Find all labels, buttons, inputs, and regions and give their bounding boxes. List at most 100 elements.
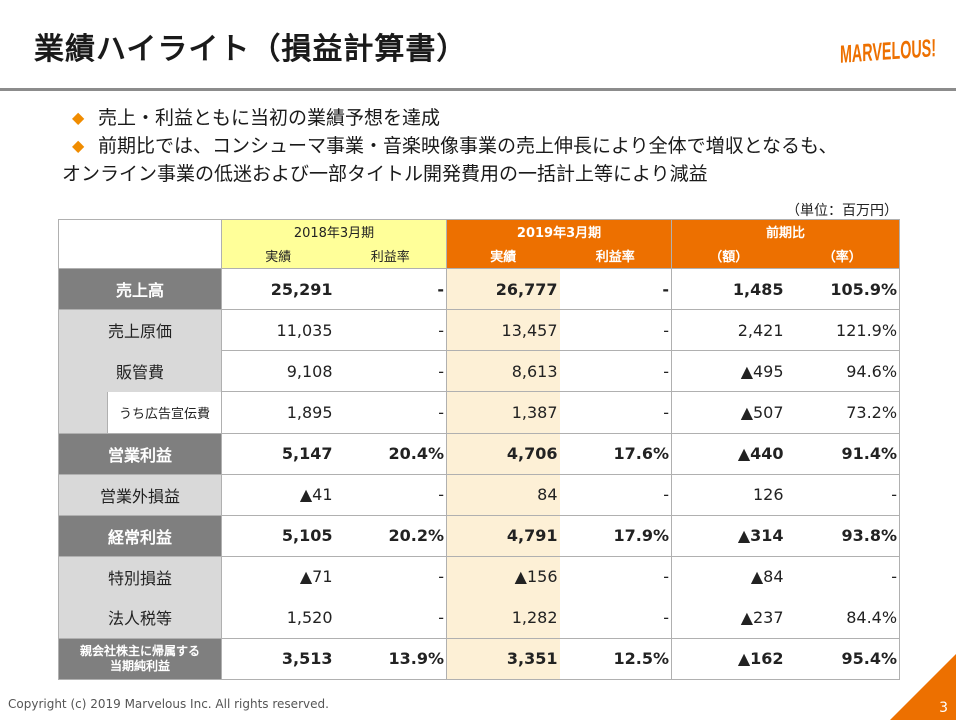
bullet-item: ◆ 売上・利益ともに当初の業績予想を達成 xyxy=(72,104,932,132)
cell-margin-2019: - xyxy=(559,473,673,516)
cell-margin-2018: 20.2% xyxy=(334,514,448,557)
header-fy2018: 2018年3月期 xyxy=(220,219,448,244)
svg-text:MARVELOUS!: MARVELOUS! xyxy=(840,34,936,69)
cell-margin-2019: 17.6% xyxy=(559,432,673,475)
subheader-rate: （率） xyxy=(785,243,901,269)
cell-actual-2018: ▲71 xyxy=(221,555,335,597)
cell-yoy-amount: 126 xyxy=(671,473,786,516)
row-label: うち広告宣伝費 xyxy=(107,391,221,433)
cell-actual-2019: 4,706 xyxy=(446,432,560,475)
row-label-line1: 親会社株主に帰属する xyxy=(79,643,200,658)
header-corner xyxy=(58,219,222,269)
cell-yoy-amount: ▲314 xyxy=(671,514,786,557)
cell-yoy-rate: 121.9% xyxy=(785,309,901,351)
table-header-row: 2018年3月期 2019年3月期 前期比 xyxy=(58,219,901,269)
cell-yoy-rate: 73.2% xyxy=(785,391,901,434)
cell-margin-2019: - xyxy=(559,268,673,310)
cell-yoy-rate: 95.4% xyxy=(785,637,901,680)
bullet-text: オンライン事業の低迷および一部タイトル開発費用の一括計上等により減益 xyxy=(62,163,708,185)
table-row: うち広告宣伝費 1,895 - 1,387 - ▲507 73.2% xyxy=(58,391,901,434)
table-row: 経常利益 5,105 20.2% 4,791 17.9% ▲314 93.8% xyxy=(58,514,901,557)
marvelous-logo: MARVELOUS! xyxy=(840,34,936,69)
header-fy2019: 2019年3月期 xyxy=(446,219,673,244)
bullet-text: 売上・利益ともに当初の業績予想を達成 xyxy=(98,107,441,129)
subheader-actual-2019: 実績 xyxy=(446,243,560,269)
cell-actual-2019: ▲156 xyxy=(446,555,560,597)
summary-bullets: ◆ 売上・利益ともに当初の業績予想を達成 ◆ 前期比では、コンシューマ事業・音楽… xyxy=(62,104,932,188)
cell-actual-2018: 3,513 xyxy=(221,637,335,680)
table-row: 営業外損益 ▲41 - 84 - 126 - xyxy=(58,473,901,516)
table-row: 特別損益 ▲71 - ▲156 - ▲84 - xyxy=(58,555,901,597)
cell-yoy-amount: ▲162 xyxy=(671,637,786,680)
cell-yoy-amount: ▲507 xyxy=(671,391,786,434)
table-row: 売上高 25,291 - 26,777 - 1,485 105.9% xyxy=(58,268,901,310)
cell-margin-2018: - xyxy=(334,268,448,310)
cell-yoy-rate: 84.4% xyxy=(785,597,901,639)
header-yoy: 前期比 xyxy=(671,219,901,244)
cell-margin-2018: - xyxy=(334,350,448,392)
cell-margin-2019: - xyxy=(559,309,673,351)
table-row: 法人税等 1,520 - 1,282 - ▲237 84.4% xyxy=(58,597,901,639)
cell-margin-2018: 13.9% xyxy=(334,637,448,680)
cell-margin-2018: - xyxy=(334,309,448,351)
cell-actual-2018: 5,105 xyxy=(221,514,335,557)
subheader-actual-2018: 実績 xyxy=(221,243,335,269)
cell-actual-2019: 8,613 xyxy=(446,350,560,392)
cell-actual-2018: 1,895 xyxy=(221,391,335,434)
cell-actual-2019: 26,777 xyxy=(446,268,560,310)
cell-yoy-rate: 93.8% xyxy=(785,514,901,557)
cell-yoy-amount: ▲440 xyxy=(671,432,786,475)
table-row: 営業利益 5,147 20.4% 4,706 17.6% ▲440 91.4% xyxy=(58,432,901,475)
cell-actual-2019: 4,791 xyxy=(446,514,560,557)
cell-actual-2018: 1,520 xyxy=(221,597,335,639)
cell-actual-2018: 25,291 xyxy=(221,268,335,310)
unit-label: （単位：百万円） xyxy=(786,203,898,219)
bullet-item: ◆ 前期比では、コンシューマ事業・音楽映像事業の売上伸長により全体で増収となるも… xyxy=(72,132,932,160)
subheader-margin-2019: 利益率 xyxy=(559,243,673,269)
cell-actual-2019: 3,351 xyxy=(446,637,560,680)
row-label: 営業外損益 xyxy=(58,473,222,516)
cell-actual-2018: 11,035 xyxy=(221,309,335,351)
corner-triangle-decoration xyxy=(890,654,956,720)
row-label-line2: 当期純利益 xyxy=(109,658,170,673)
cell-margin-2018: 20.4% xyxy=(334,432,448,475)
table-row: 親会社株主に帰属する 当期純利益 3,513 13.9% 3,351 12.5%… xyxy=(58,637,901,680)
cell-margin-2019: 17.9% xyxy=(559,514,673,557)
subheader-amount: （額） xyxy=(671,243,786,269)
cell-yoy-rate: 94.6% xyxy=(785,350,901,392)
cell-actual-2019: 13,457 xyxy=(446,309,560,351)
row-label: 販管費 xyxy=(58,350,222,392)
bullet-item-continuation: オンライン事業の低迷および一部タイトル開発費用の一括計上等により減益 xyxy=(62,160,932,188)
row-label-cell: うち広告宣伝費 xyxy=(58,391,222,434)
cell-yoy-amount: ▲237 xyxy=(671,597,786,639)
table-row: 販管費 9,108 - 8,613 - ▲495 94.6% xyxy=(58,350,901,392)
cell-yoy-amount: ▲84 xyxy=(671,555,786,597)
table-subheader-row: 実績 利益率 実績 利益率 （額） （率） xyxy=(59,243,901,269)
row-label: 営業利益 xyxy=(58,432,222,475)
cell-actual-2018: 9,108 xyxy=(221,350,335,392)
cell-actual-2018: 5,147 xyxy=(221,432,335,475)
diamond-bullet-icon: ◆ xyxy=(72,108,85,127)
cell-margin-2019: 12.5% xyxy=(559,637,673,680)
cell-yoy-rate: - xyxy=(785,555,901,597)
cell-yoy-amount: 2,421 xyxy=(671,309,786,351)
title-divider xyxy=(0,88,956,91)
cell-margin-2019: - xyxy=(559,555,673,597)
cell-actual-2018: ▲41 xyxy=(221,473,335,516)
row-label: 特別損益 xyxy=(58,555,222,597)
cell-yoy-amount: 1,485 xyxy=(671,268,786,310)
cell-margin-2018: - xyxy=(334,391,448,434)
cell-yoy-rate: 105.9% xyxy=(785,268,901,310)
cell-margin-2018: - xyxy=(334,473,448,516)
page-number: 3 xyxy=(939,700,948,716)
subheader-margin-2018: 利益率 xyxy=(334,243,448,269)
row-label: 売上原価 xyxy=(58,309,222,351)
cell-yoy-rate: - xyxy=(785,473,901,516)
copyright-text: Copyright (c) 2019 Marvelous Inc. All ri… xyxy=(8,697,329,711)
cell-margin-2019: - xyxy=(559,597,673,639)
cell-actual-2019: 84 xyxy=(446,473,560,516)
page-title: 業績ハイライト（損益計算書） xyxy=(34,32,468,67)
income-statement-table: 2018年3月期 2019年3月期 前期比 実績 利益率 実績 利益率 （額） … xyxy=(58,219,901,680)
cell-yoy-rate: 91.4% xyxy=(785,432,901,475)
row-label: 法人税等 xyxy=(58,597,222,639)
